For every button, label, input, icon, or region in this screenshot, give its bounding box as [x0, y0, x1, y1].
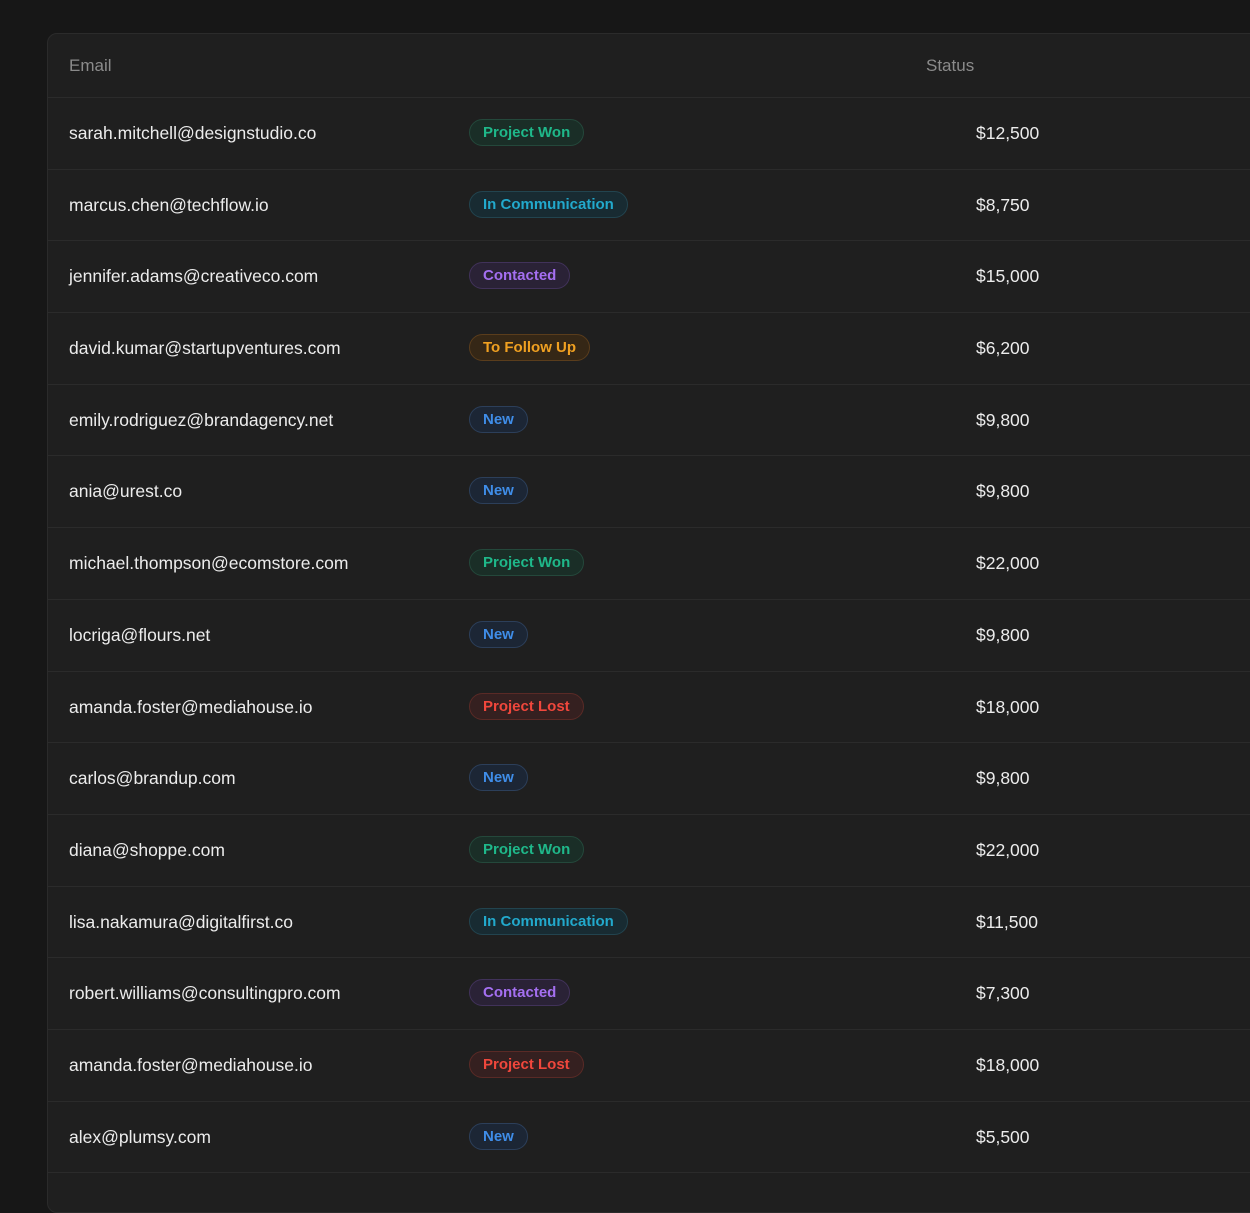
table-row[interactable]: robert.williams@consultingpro.com Contact…	[48, 958, 1250, 1030]
table-row[interactable]: michael.thompson@ecomstore.com Project Wo…	[48, 528, 1250, 600]
status-badge[interactable]: In Communication	[469, 190, 628, 218]
email-cell: marcus.chen@techflow.io	[69, 194, 269, 215]
status-badge[interactable]: Project Lost	[469, 692, 584, 720]
status-badge[interactable]: To Follow Up	[469, 334, 591, 362]
table-row[interactable]: jennifer.adams@creativeco.com Contacted $1…	[48, 241, 1250, 314]
value-cell: $9,800	[976, 409, 1030, 430]
table-row[interactable]: lisa.nakamura@digitalfirst.co In Communic…	[48, 887, 1250, 959]
email-cell: alex@plumsy.com	[69, 1126, 211, 1147]
table-row[interactable]: locriga@flours.net New $9,800	[48, 600, 1250, 672]
value-cell: $11,500	[976, 911, 1038, 932]
table-row[interactable]: emily.rodriguez@brandagency.net New $9,800	[48, 385, 1250, 457]
status-badge[interactable]: New	[469, 620, 528, 648]
email-cell: michael.thompson@ecomstore.com	[69, 553, 349, 574]
status-badge[interactable]: New	[469, 764, 528, 792]
email-cell: diana@shoppe.com	[69, 839, 225, 860]
column-header-email[interactable]: Email	[69, 56, 112, 75]
email-cell: ania@urest.co	[69, 481, 183, 502]
status-badge[interactable]: In Communication	[469, 907, 628, 935]
status-badge[interactable]: Contacted	[469, 979, 571, 1007]
status-badge[interactable]: Project Won	[469, 835, 585, 863]
value-cell: $9,800	[976, 481, 1030, 502]
column-header-status[interactable]: Status	[926, 56, 975, 75]
email-cell: jennifer.adams@creativeco.com	[69, 266, 319, 287]
email-cell: sarah.mitchell@designstudio.co	[69, 123, 317, 143]
status-badge[interactable]: New	[469, 405, 528, 433]
status-badge[interactable]: Project Won	[469, 549, 585, 577]
status-badge[interactable]: New	[469, 477, 528, 505]
table-row[interactable]: ania@urest.co New $9,800	[48, 456, 1250, 529]
value-cell: $9,800	[976, 624, 1030, 645]
value-cell: $15,000	[976, 266, 1040, 287]
email-cell: david.kumar@startupventures.com	[69, 338, 341, 359]
email-cell: locriga@flours.net	[69, 624, 211, 645]
table-row[interactable]: david.kumar@startupventures.com To Follow…	[48, 313, 1250, 385]
status-badge[interactable]: Project Won	[469, 119, 585, 146]
email-cell: lisa.nakamura@digitalfirst.co	[69, 911, 293, 932]
email-cell: amanda.foster@mediahouse.io	[69, 696, 313, 717]
value-cell: $6,200	[976, 338, 1030, 359]
status-badge[interactable]: Contacted	[469, 262, 571, 290]
value-cell: $7,300	[976, 983, 1030, 1004]
email-cell: emily.rodriguez@brandagency.net	[69, 409, 334, 430]
table-row[interactable]: sarah.mitchell@designstudio.co Project Wo…	[48, 98, 1250, 170]
value-cell: $22,000	[976, 553, 1040, 574]
email-cell: robert.williams@consultingpro.com	[69, 983, 341, 1004]
email-cell: carlos@brandup.com	[69, 768, 236, 789]
value-cell: $18,000	[976, 696, 1040, 717]
status-badge[interactable]: New	[469, 1122, 528, 1150]
table-row[interactable]: amanda.foster@mediahouse.io Project Lost $…	[48, 1030, 1250, 1102]
table-row[interactable]: diana@shoppe.com Project Won $22,000	[48, 815, 1250, 887]
value-cell: $12,500	[976, 123, 1040, 143]
status-badge[interactable]: Project Lost	[469, 1050, 584, 1078]
table-header: Email Status	[48, 34, 1250, 98]
value-cell: $9,800	[976, 768, 1030, 789]
table-row[interactable]: amanda.foster@mediahouse.io Project Lost $…	[48, 672, 1250, 744]
value-cell: $22,000	[976, 839, 1040, 860]
value-cell: $5,500	[976, 1126, 1030, 1147]
table-row[interactable]: alex@plumsy.com New $5,500	[48, 1102, 1250, 1174]
table-body: sarah.mitchell@designstudio.co Project Wo…	[48, 98, 1250, 1174]
email-cell: amanda.foster@mediahouse.io	[69, 1054, 313, 1075]
leads-table: Email Status sarah.mitchell@designstudio…	[47, 33, 1250, 1213]
table-row[interactable]: carlos@brandup.com New $9,800	[48, 743, 1250, 815]
value-cell: $18,000	[976, 1054, 1040, 1075]
table-row[interactable]: marcus.chen@techflow.io In Communication $…	[48, 170, 1250, 242]
value-cell: $8,750	[976, 194, 1030, 215]
